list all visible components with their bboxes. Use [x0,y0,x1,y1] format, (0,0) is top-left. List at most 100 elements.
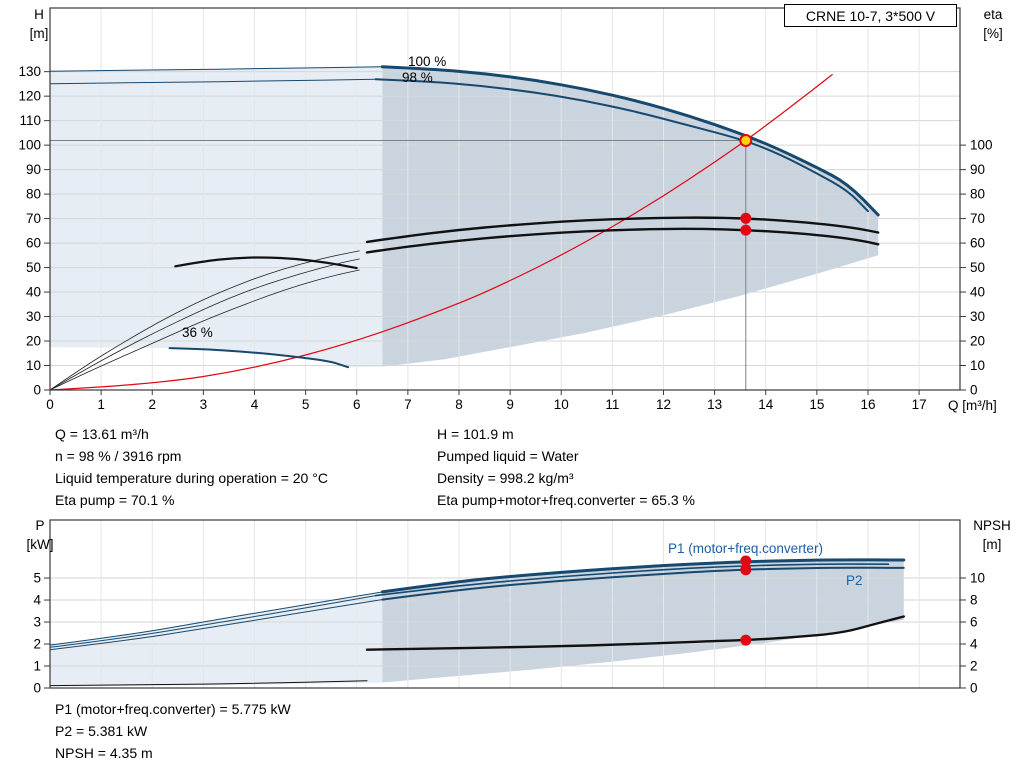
h-axis-symbol: H [34,7,44,22]
region-power-envelope-main [382,559,904,683]
y-left-tick-label: 100 [18,138,41,153]
y-right-tick-label: 0 [970,681,978,696]
marker-p2-point [740,564,752,576]
x-tick-label: 10 [554,397,569,412]
x-tick-label: 12 [656,397,671,412]
y-left-tick-label: 60 [26,236,41,251]
series-p1-ext [49,591,383,646]
eta-axis-label: eta [%] [970,5,1016,43]
y-left-tick-label: 10 [26,358,41,373]
y-right-tick-label: 90 [970,162,985,177]
marker-op-point [739,134,753,147]
y-left-tick-label: 3 [33,615,41,630]
y-left-tick-label: 120 [18,89,41,104]
region-envelope-left-light [50,66,383,368]
x-tick-label: 7 [404,397,412,412]
y-left-tick-label: 0 [33,681,41,696]
x-tick-label: 9 [506,397,514,412]
npsh-axis-label: NPSH [m] [964,516,1020,554]
npsh-axis-unit: [m] [982,537,1002,552]
y-right-tick-label: 10 [970,570,985,585]
y-right-tick-label: 6 [970,614,978,629]
p2-curve-label: P2 [846,573,863,588]
y-right-tick-label: 60 [970,236,985,251]
info-eta-total: Eta pump+motor+freq.converter = 65.3 % [437,492,695,508]
region-power-envelope-left-light [50,591,383,687]
y-left-tick-label: 5 [33,571,41,586]
series-p1-98-ext [49,595,377,648]
y-left-tick-label: 80 [26,187,41,202]
y-left-tick-label: 1 [33,659,41,674]
duty-info-left: Q = 13.61 m³/h n = 98 % / 3916 rpm Liqui… [55,423,328,511]
x-tick-label: 2 [148,397,156,412]
x-tick-label: 1 [97,397,105,412]
pump-model-title: CRNE 10-7, 3*500 V [784,4,957,27]
npsh-axis-symbol: NPSH [973,518,1011,533]
series-npsh-ext [49,680,368,687]
h-axis-label: H [m] [22,5,56,43]
h-axis-unit: [m] [29,26,49,41]
x-tick-label: 13 [707,397,722,412]
p-axis-label: P [kW] [20,516,60,554]
marker-eta-pump-point [740,212,752,224]
info-eta-pump: Eta pump = 70.1 % [55,492,175,508]
x-tick-label: 17 [912,397,927,412]
info-p1: P1 (motor+freq.converter) = 5.775 kW [55,701,291,717]
y-right-tick-label: 70 [970,211,985,226]
plot-frame-pq [49,519,961,689]
series-p2 [381,566,905,601]
info-flow: Q = 13.61 m³/h [55,426,149,442]
y-left-tick-label: 130 [18,64,41,79]
p1-curve-label: P1 (motor+freq.converter) [668,541,823,556]
y-right-tick-label: 100 [970,138,993,153]
eta-axis-symbol: eta [983,7,1003,22]
series-npsh [365,615,905,651]
y-left-tick-label: 0 [33,383,41,398]
y-left-tick-label: 50 [26,260,41,275]
x-tick-label: 14 [758,397,774,412]
x-tick-label: 11 [605,397,619,412]
y-right-tick-label: 0 [970,383,978,398]
series-p1-98 [374,563,890,597]
series-eta-fan-2 [49,258,360,391]
series-p2-ext [49,599,383,651]
series-speed-100-ext [49,66,383,72]
x-tick-label: 0 [46,397,54,412]
eta-axis-unit: [%] [983,26,1003,41]
y-left-tick-label: 110 [19,113,41,128]
series-eta-total [365,227,880,254]
x-tick-label: 5 [302,397,310,412]
duty-info-right: H = 101.9 m Pumped liquid = Water Densit… [437,423,695,511]
x-tick-label: 15 [809,397,824,412]
plot-frame-hq [49,7,961,391]
info-head: H = 101.9 m [437,426,514,442]
y-left-tick-label: 20 [26,334,41,349]
info-density: Density = 998.2 kg/m³ [437,470,574,486]
info-pumped-liquid: Pumped liquid = Water [437,448,579,464]
info-speed: n = 98 % / 3916 rpm [55,448,182,464]
series-speed-100 [380,65,880,217]
series-speed-36 [168,347,350,369]
info-npsh: NPSH = 4.35 m [55,745,153,761]
y-right-tick-label: 8 [970,592,978,607]
y-right-tick-label: 30 [970,309,985,324]
y-right-tick-label: 20 [970,334,985,349]
marker-eta-total-point [740,224,752,236]
x-tick-label: 4 [251,397,259,412]
y-left-tick-label: 40 [26,285,41,300]
marker-npsh-point [740,634,752,646]
y-right-tick-label: 40 [970,285,985,300]
series-p1 [380,558,906,594]
y-left-tick-label: 70 [26,211,41,226]
speed-100-label: 100 % [408,54,447,69]
p-axis-symbol: P [35,518,45,533]
y-right-tick-label: 4 [970,636,978,651]
y-left-tick-label: 2 [33,637,41,652]
p-axis-unit: [kW] [26,537,54,552]
power-info: P1 (motor+freq.converter) = 5.775 kW P2 … [55,698,291,764]
x-tick-label: 3 [200,397,208,412]
series-eta-36 [174,256,358,270]
series-eta-fan-3 [49,269,360,391]
